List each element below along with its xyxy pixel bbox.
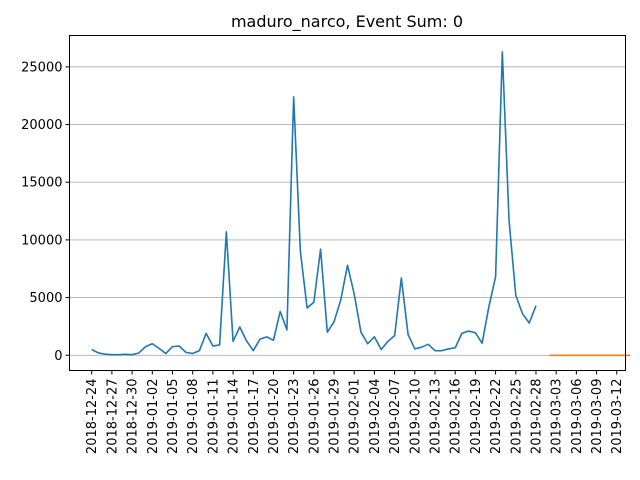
x-tick-label: 2019-02-22: [489, 379, 504, 455]
plot-frame: [69, 35, 626, 371]
x-tick-label: 2019-01-17: [247, 379, 262, 455]
y-tick-label: 10000: [21, 233, 62, 248]
x-tick-label: 2018-12-30: [126, 379, 141, 455]
x-tick-label: 2019-01-29: [328, 379, 343, 455]
y-tick-label: 15000: [21, 176, 62, 191]
y-tick-label: 0: [54, 349, 62, 364]
x-tick-label: 2019-02-16: [449, 379, 464, 455]
x-tick-label: 2019-01-02: [146, 379, 161, 455]
grid-lines: [69, 66, 626, 356]
x-axis: 2018-12-24 2018-12-27 2018-12-30 2019-01-02…: [85, 370, 625, 455]
x-tick-label: 2019-02-07: [388, 379, 403, 455]
x-tick-label: 2019-01-08: [186, 379, 201, 455]
x-tick-label: 2019-01-20: [267, 379, 282, 455]
x-tick-label: 2019-02-19: [469, 378, 484, 454]
x-tick-label: 2019-03-12: [610, 379, 625, 455]
chart-title: maduro_narco, Event Sum: 0: [231, 12, 463, 32]
y-tick-label: 25000: [21, 60, 62, 75]
x-tick-label: 2019-01-14: [227, 379, 242, 455]
x-tick-label: 2019-03-06: [570, 379, 585, 455]
y-tick-label: 20000: [21, 118, 62, 133]
x-tick-label: 2019-02-28: [529, 379, 544, 455]
x-tick-label: 2019-02-10: [408, 379, 423, 455]
x-tick-label: 2019-02-25: [509, 379, 524, 455]
x-tick-label: 2019-02-04: [368, 379, 383, 455]
series-line-maduro_narco: [91, 51, 537, 356]
x-tick-label: 2019-01-11: [206, 379, 221, 455]
y-tick-label: 5000: [29, 291, 62, 306]
x-tick-label: 2019-02-01: [348, 379, 363, 455]
x-tick-label: 2018-12-24: [85, 379, 100, 455]
x-tick-label: 2019-02-13: [429, 379, 444, 455]
x-tick-label: 2019-01-23: [287, 379, 302, 455]
x-tick-label: 2019-01-05: [166, 379, 181, 455]
x-tick-label: 2019-01-26: [307, 379, 322, 455]
series-lines: [91, 51, 631, 357]
x-tick-label: 2018-12-27: [105, 379, 120, 455]
y-axis: 0 5000 10000 15000 20000 25000: [21, 60, 70, 364]
x-tick-label: 2019-03-09: [590, 379, 605, 455]
x-tick-label: 2019-03-03: [550, 379, 565, 455]
